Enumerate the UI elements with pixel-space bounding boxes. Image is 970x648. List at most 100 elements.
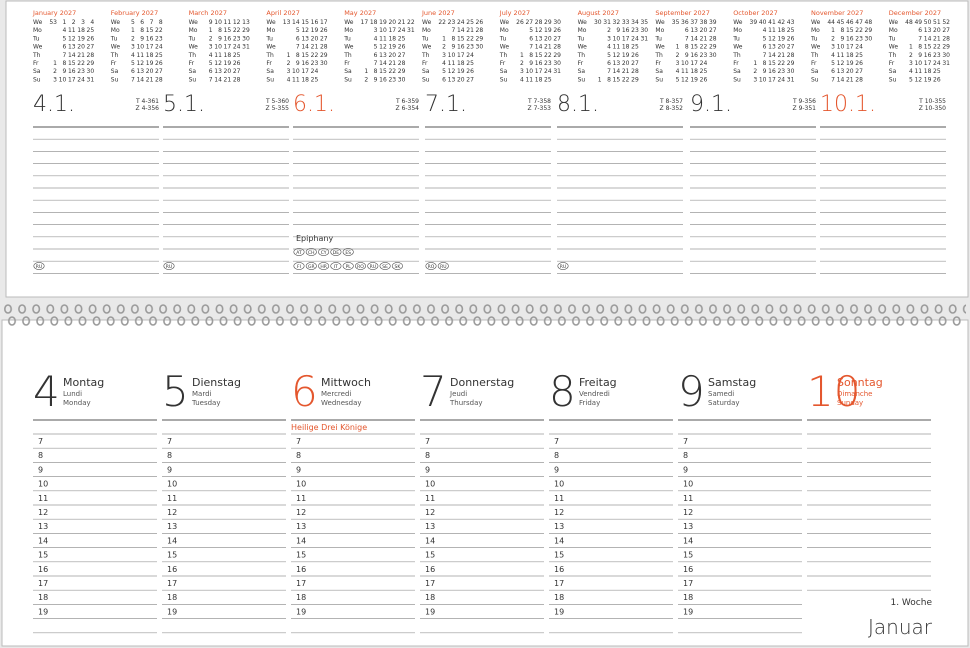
mini-day: 11 <box>613 44 621 51</box>
mini-day: 14 <box>924 35 932 42</box>
day-number: 7 <box>420 367 447 416</box>
mini-day: 31 <box>87 76 95 83</box>
mini-day: 18 <box>777 27 785 34</box>
mini-day: 12 <box>136 60 144 67</box>
mini-day: 26 <box>631 52 639 59</box>
hour: 18 <box>296 593 306 602</box>
mini-day: 15 <box>846 27 854 34</box>
week-number: 42 <box>777 19 785 26</box>
mini-day: 1 <box>520 52 524 59</box>
row-label: Sa <box>500 68 508 75</box>
row-label: Su <box>344 76 352 83</box>
month-label: Januar <box>868 615 933 639</box>
day-number: 5 <box>162 367 189 416</box>
mini-day: 3 <box>209 44 213 51</box>
mini-day: 30 <box>709 52 717 59</box>
row-label: Fr <box>266 60 272 67</box>
hour: 8 <box>683 451 688 460</box>
mini-day: 5 <box>763 35 767 42</box>
week-number: 32 <box>613 19 621 26</box>
week-number: 27 <box>525 19 533 26</box>
mini-day: 7 <box>831 76 835 83</box>
mini-day: 6 <box>131 68 135 75</box>
week-number: 51 <box>933 19 941 26</box>
week-number: 20 <box>388 19 396 26</box>
week-number: 11 <box>224 19 232 26</box>
mini-day: 4 <box>909 68 913 75</box>
day-name: Donnerstag <box>450 376 514 389</box>
mini-day: 30 <box>787 68 795 75</box>
mini-day: 5 <box>442 68 446 75</box>
mini-day: 26 <box>155 60 163 67</box>
mini-day: 26 <box>933 76 941 83</box>
mini-day: 15 <box>146 27 154 34</box>
hour: 16 <box>554 565 564 574</box>
mini-day: 20 <box>224 68 232 75</box>
mini-day: 24 <box>311 68 319 75</box>
mini-day: 18 <box>846 52 854 59</box>
mini-day: 4 <box>520 76 524 83</box>
week-number: 33 <box>622 19 630 26</box>
mini-day: 14 <box>214 76 222 83</box>
hour: 14 <box>554 536 564 545</box>
hour: 8 <box>38 451 43 460</box>
mini-day: 7 <box>374 60 378 67</box>
mini-day: 15 <box>768 60 776 67</box>
mini-day: 9 <box>918 52 922 59</box>
mini-day: 3 <box>131 44 135 51</box>
row-label: Su <box>811 76 819 83</box>
mini-day: 2 <box>287 60 291 67</box>
mini-day: 24 <box>777 76 785 83</box>
week-number: 45 <box>837 19 845 26</box>
mini-day: 24 <box>855 44 863 51</box>
row-label: Fr <box>811 60 817 67</box>
mini-day: 16 <box>622 27 630 34</box>
day-count: T 8-357 <box>659 98 683 105</box>
mini-day: 16 <box>146 35 154 42</box>
mini-day: 1 <box>131 27 135 34</box>
mini-day: 13 <box>768 44 776 51</box>
hour: 7 <box>683 437 688 446</box>
mini-day: 27 <box>855 68 863 75</box>
month-name: February 2027 <box>111 9 158 17</box>
week-number: 1 <box>62 19 66 26</box>
mini-day: 5 <box>676 76 680 83</box>
week-number: 41 <box>768 19 776 26</box>
country-code: SE <box>382 264 388 270</box>
mini-day: 23 <box>777 68 785 75</box>
mini-day: 14 <box>613 68 621 75</box>
row-label: Tu <box>577 35 585 42</box>
mini-day: 19 <box>846 60 854 67</box>
mini-day: 27 <box>155 68 163 75</box>
day-number: 9 <box>678 367 705 416</box>
mini-day: 28 <box>398 60 406 67</box>
week-number: 4 <box>90 19 94 26</box>
week-number: 17 <box>361 19 369 26</box>
mini-day: 25 <box>700 68 708 75</box>
day-count: T 5-360 <box>265 98 289 105</box>
row-label: Tu <box>732 35 740 42</box>
mini-day: 29 <box>787 60 795 67</box>
mini-day: 19 <box>224 60 232 67</box>
mini-day: 5 <box>296 27 300 34</box>
mini-day: 7 <box>529 44 533 51</box>
row-label: Su <box>500 76 508 83</box>
hour: 16 <box>167 565 177 574</box>
mini-day: 22 <box>233 27 241 34</box>
mini-day: 20 <box>700 27 708 34</box>
mini-day: 20 <box>777 44 785 51</box>
hour: 10 <box>167 480 177 489</box>
mini-day: 17 <box>301 68 309 75</box>
holiday: Epiphany <box>296 234 333 243</box>
mini-day: 16 <box>224 35 232 42</box>
mini-day: 23 <box>933 52 941 59</box>
date: 4.1. <box>33 92 75 117</box>
mini-day: 27 <box>787 44 795 51</box>
day-number: 4 <box>33 367 60 416</box>
row-label: We <box>889 19 899 26</box>
mini-day: 19 <box>690 76 698 83</box>
date: 10.1. <box>820 92 876 117</box>
mini-day: 15 <box>301 52 309 59</box>
row-label: Sa <box>578 68 586 75</box>
country-badge <box>354 262 366 270</box>
